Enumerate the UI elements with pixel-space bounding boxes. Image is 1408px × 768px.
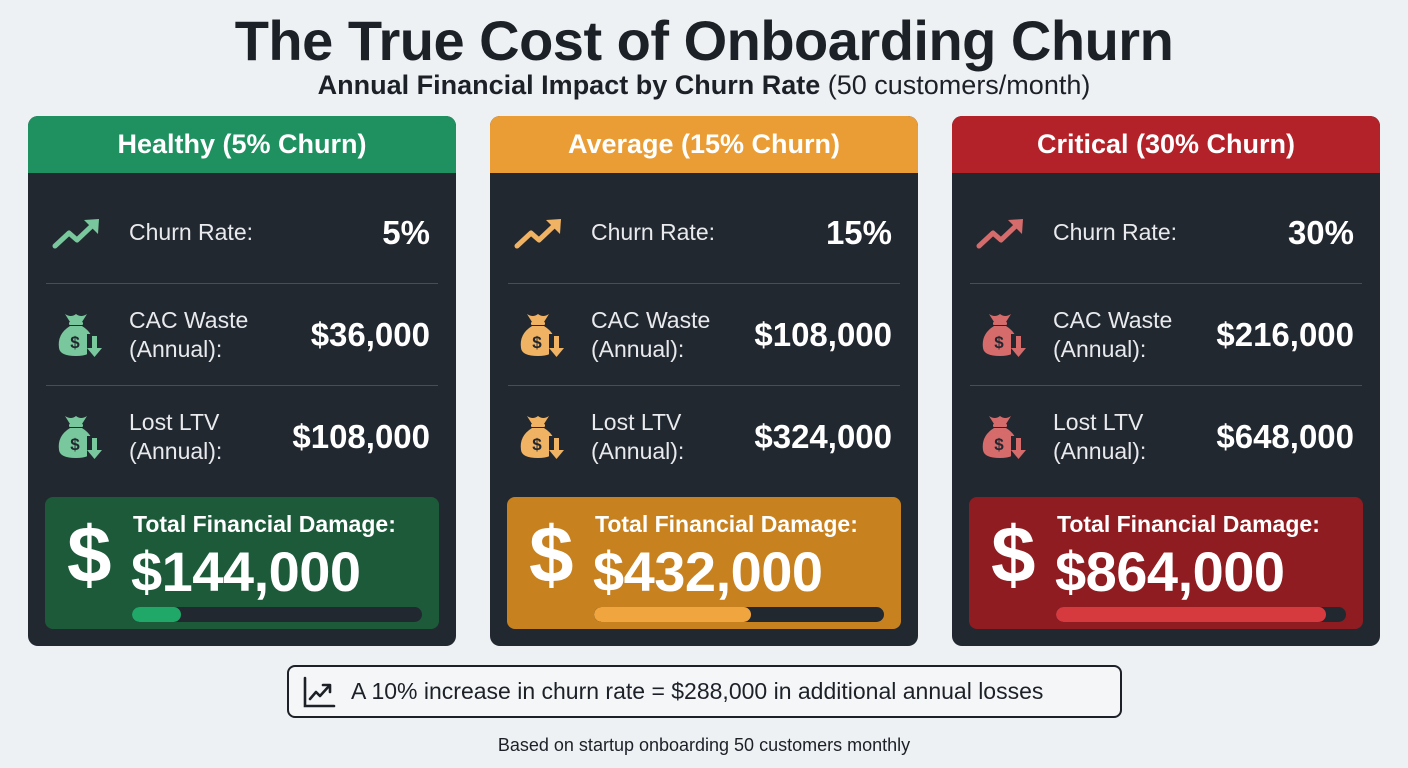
- damage-progress-fill: [132, 607, 182, 622]
- total-damage-panel: $ Total Financial Damage: $144,000: [45, 497, 439, 629]
- insight-callout: A 10% increase in churn rate = $288,000 …: [287, 665, 1122, 718]
- trending-up-icon: [976, 218, 1023, 248]
- svg-text:$: $: [532, 435, 542, 454]
- metric-value: $36,000: [310, 315, 430, 353]
- metric-value: 5%: [382, 213, 430, 251]
- svg-text:$: $: [70, 333, 80, 352]
- scenario-card-healthy: Healthy (5% Churn) Churn Rate: 5% $ CAC Wast…: [28, 116, 456, 646]
- metric-label: Churn Rate:: [129, 219, 254, 245]
- metric-row: $ Lost LTV (Annual): $324,000: [508, 386, 900, 487]
- money-bag-down-icon: $: [982, 415, 1027, 462]
- money-bag-down-icon: $: [512, 409, 568, 465]
- trending-up-icon: [512, 205, 568, 261]
- metric-value: 15%: [825, 213, 892, 251]
- money-bag-down-icon: $: [50, 409, 106, 465]
- card-header: Critical (30% Churn): [952, 116, 1380, 173]
- metric-label: CAC Waste (Annual):: [1053, 306, 1173, 362]
- svg-text:$: $: [994, 333, 1004, 352]
- svg-text:$: $: [70, 435, 80, 454]
- money-bag-down-icon: $: [58, 313, 103, 360]
- metric-row: $ CAC Waste (Annual): $36,000: [46, 284, 438, 385]
- divider: [508, 385, 900, 386]
- metric-label: Lost LTV (Annual):: [1053, 408, 1147, 464]
- trending-up-icon: [514, 218, 561, 248]
- card-header: Healthy (5% Churn): [28, 116, 456, 173]
- damage-progress-fill: [594, 607, 751, 622]
- metric-value: 30%: [1287, 213, 1354, 251]
- metric-value: $648,000: [1216, 417, 1354, 455]
- money-bag-down-icon: $: [58, 415, 103, 462]
- line-chart-icon: [303, 676, 336, 707]
- money-bag-down-icon: $: [520, 415, 565, 462]
- metric-label: Lost LTV (Annual):: [129, 408, 223, 464]
- callout-text: A 10% increase in churn rate = $288,000 …: [351, 678, 1044, 704]
- metric-row: $ Lost LTV (Annual): $108,000: [46, 386, 438, 487]
- money-bag-down-icon: $: [982, 313, 1027, 360]
- metric-row: $ Lost LTV (Annual): $648,000: [970, 386, 1362, 487]
- subtitle-bold: Annual Financial Impact by Churn Rate: [317, 70, 821, 100]
- scenario-card-critical: Critical (30% Churn) Churn Rate: 30% $ CAC W…: [952, 116, 1380, 646]
- metric-label: Churn Rate:: [591, 219, 716, 245]
- scenario-card-average: Average (15% Churn) Churn Rate: 15% $ CAC Wa…: [490, 116, 918, 646]
- metric-label: CAC Waste (Annual):: [591, 306, 711, 362]
- metric-row: Churn Rate: 5%: [46, 182, 438, 283]
- damage-progress-fill: [1056, 607, 1326, 622]
- metric-label: CAC Waste (Annual):: [129, 306, 249, 362]
- total-damage-panel: $ Total Financial Damage: $864,000: [969, 497, 1363, 629]
- damage-progress-bar: [132, 607, 422, 622]
- total-value: $432,000: [593, 540, 823, 603]
- metric-label: Lost LTV (Annual):: [591, 408, 685, 464]
- money-bag-down-icon: $: [974, 307, 1030, 363]
- total-value: $144,000: [131, 540, 361, 603]
- footnote: Based on startup onboarding 50 customers…: [497, 735, 911, 755]
- metric-label: Churn Rate:: [1053, 219, 1178, 245]
- money-bag-down-icon: $: [50, 307, 106, 363]
- money-bag-down-icon: $: [974, 409, 1030, 465]
- total-label: Total Financial Damage:: [1057, 511, 1320, 537]
- metric-row: Churn Rate: 15%: [508, 182, 900, 283]
- dollar-icon: $: [67, 510, 112, 599]
- dollar-icon: $: [991, 510, 1036, 599]
- metric-row: $ CAC Waste (Annual): $216,000: [970, 284, 1362, 385]
- trending-up-icon: [974, 205, 1030, 261]
- trending-up-icon: [50, 205, 106, 261]
- dollar-icon: $: [529, 510, 574, 599]
- card-header: Average (15% Churn): [490, 116, 918, 173]
- metric-value: $216,000: [1216, 315, 1354, 353]
- subtitle-light: (50 customers/month): [827, 70, 1091, 100]
- divider: [970, 283, 1362, 284]
- metric-row: $ CAC Waste (Annual): $108,000: [508, 284, 900, 385]
- money-bag-down-icon: $: [512, 307, 568, 363]
- metric-value: $108,000: [754, 315, 892, 353]
- damage-progress-bar: [594, 607, 884, 622]
- page-subtitle: Annual Financial Impact by Churn Rate (5…: [0, 70, 1408, 101]
- total-value: $864,000: [1055, 540, 1285, 603]
- divider: [508, 283, 900, 284]
- damage-progress-bar: [1056, 607, 1346, 622]
- total-damage-panel: $ Total Financial Damage: $432,000: [507, 497, 901, 629]
- svg-text:$: $: [532, 333, 542, 352]
- money-bag-down-icon: $: [520, 313, 565, 360]
- metric-value: $324,000: [754, 417, 892, 455]
- divider: [46, 283, 438, 284]
- svg-text:$: $: [994, 435, 1004, 454]
- total-label: Total Financial Damage:: [133, 511, 396, 537]
- page-title: The True Cost of Onboarding Churn: [234, 9, 1174, 72]
- metric-row: Churn Rate: 30%: [970, 182, 1362, 283]
- divider: [46, 385, 438, 386]
- total-label: Total Financial Damage:: [595, 511, 858, 537]
- trending-up-icon: [52, 218, 99, 248]
- metric-value: $108,000: [292, 417, 430, 455]
- divider: [970, 385, 1362, 386]
